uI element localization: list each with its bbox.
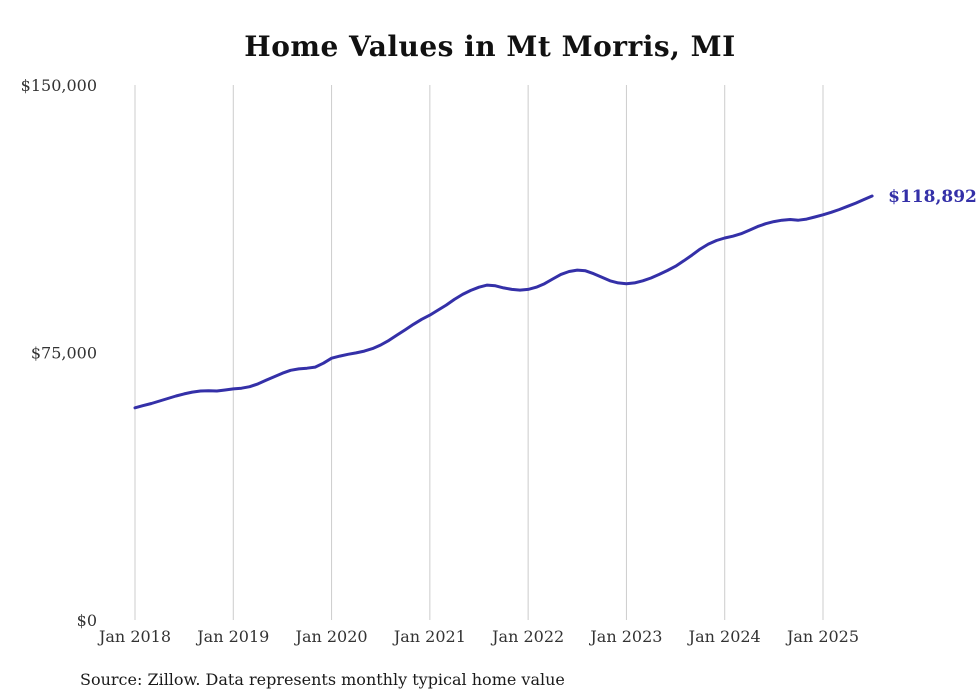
home-value-line	[133, 194, 874, 410]
x-axis-tick-label: Jan 2024	[687, 627, 761, 646]
source-note: Source: Zillow. Data represents monthly …	[80, 670, 565, 689]
y-axis-tick-label: $150,000	[21, 76, 97, 95]
x-axis-tick-label: Jan 2019	[195, 627, 269, 646]
x-axis-tick-label: Jan 2021	[392, 627, 466, 646]
current-value-label: $118,892	[888, 187, 977, 207]
y-axis-tick-label: $0	[77, 611, 97, 630]
y-axis-tick-label: $75,000	[31, 344, 97, 363]
x-axis-tick-label: Jan 2020	[294, 627, 368, 646]
chart-title: Home Values in Mt Morris, MI	[244, 30, 736, 63]
x-axis-tick-label: Jan 2025	[785, 627, 859, 646]
x-axis-tick-label: Jan 2023	[588, 627, 662, 646]
x-axis-tick-label: Jan 2018	[97, 627, 171, 646]
x-axis-tick-label: Jan 2022	[490, 627, 564, 646]
